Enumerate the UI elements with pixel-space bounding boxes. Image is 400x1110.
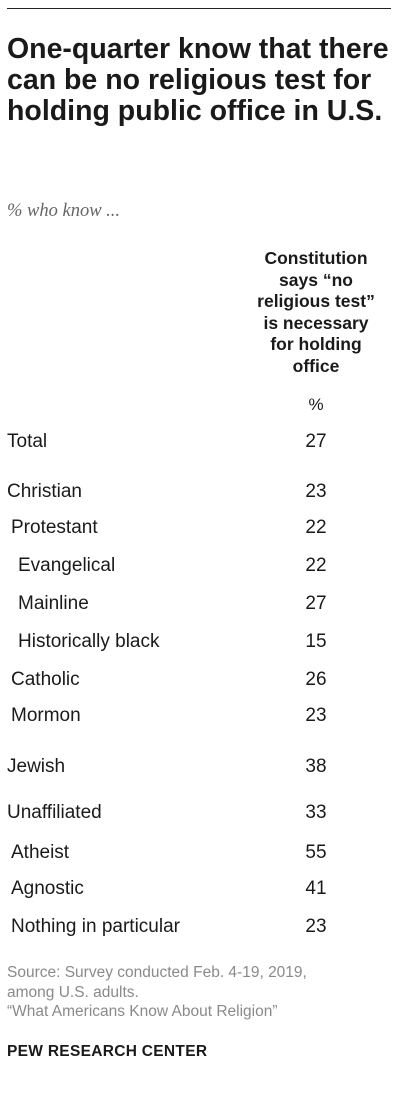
row-value: 27	[305, 593, 327, 614]
row-label: Unaffiliated	[7, 802, 102, 823]
row-value: 26	[305, 669, 327, 690]
row-value: 41	[305, 878, 327, 899]
row-label: Nothing in particular	[11, 916, 180, 937]
footer-brand: PEW RESEARCH CENTER	[7, 1043, 208, 1060]
table-row: Catholic 26	[0, 667, 400, 693]
top-rule	[7, 8, 391, 9]
row-label: Mormon	[11, 705, 81, 726]
row-label: Evangelical	[18, 555, 116, 576]
row-label: Total	[7, 431, 48, 452]
chart-title: One-quarter know that there can be no re…	[7, 33, 389, 127]
row-value: 27	[305, 431, 327, 452]
table-row: Historically black 15	[0, 629, 400, 655]
table-row: Evangelical 22	[0, 553, 400, 579]
row-label: Atheist	[11, 842, 70, 863]
table-row: Nothing in particular 23	[0, 914, 400, 940]
row-value: 15	[305, 631, 327, 652]
row-value: 23	[305, 705, 327, 726]
row-label: Jewish	[7, 756, 66, 777]
row-value: 22	[305, 555, 327, 576]
table-row: Protestant 22	[0, 515, 400, 541]
row-value: 23	[305, 481, 327, 502]
table-row: Total 27	[0, 429, 400, 455]
source-line: Source: Survey conducted Feb. 4-19, 2019…	[7, 964, 307, 981]
table-row: Jewish 38	[0, 754, 400, 780]
row-value: 38	[305, 756, 327, 777]
row-label: Protestant	[11, 517, 98, 538]
source-line: “What Americans Know About Religion”	[7, 1003, 278, 1020]
table-row: Mainline 27	[0, 591, 400, 617]
chart-subtitle: % who know ...	[7, 201, 121, 221]
row-label: Christian	[7, 481, 82, 502]
row-label: Historically black	[18, 631, 160, 652]
row-label: Catholic	[11, 669, 80, 690]
row-value: 22	[305, 517, 327, 538]
row-value: 23	[305, 916, 327, 937]
unit-label: %	[308, 395, 324, 414]
table-row: Atheist 55	[0, 840, 400, 866]
row-value: 55	[305, 842, 327, 863]
table-row: Christian 23	[0, 479, 400, 505]
row-value: 33	[305, 802, 327, 823]
column-header: Constitution says “no religious test” is…	[257, 248, 375, 376]
table-row: Mormon 23	[0, 703, 400, 729]
table-row: Agnostic 41	[0, 876, 400, 902]
source-line: among U.S. adults.	[7, 983, 139, 1001]
table-row: Unaffiliated 33	[0, 800, 400, 826]
row-label: Mainline	[18, 593, 89, 614]
row-label: Agnostic	[11, 878, 84, 899]
source-note: Source: Survey conducted Feb. 4-19, 2019…	[7, 963, 392, 1022]
